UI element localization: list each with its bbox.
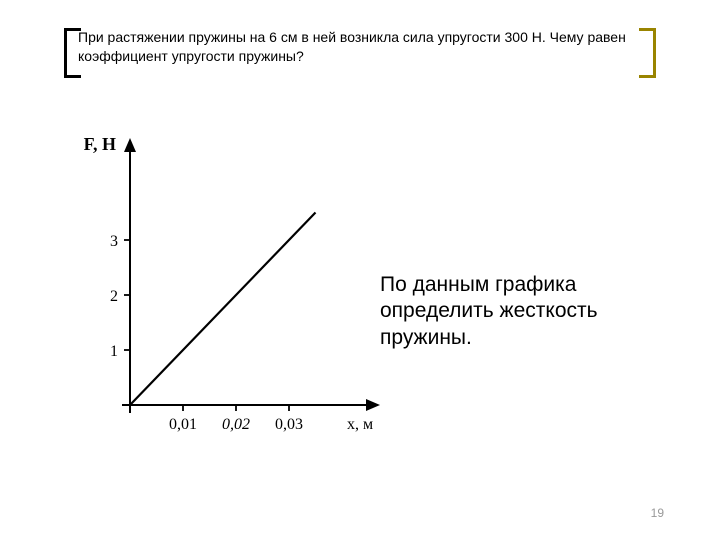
svg-text:3: 3	[110, 233, 118, 250]
page-number: 19	[651, 506, 664, 520]
svg-text:1: 1	[110, 343, 118, 360]
svg-text:0,03: 0,03	[275, 416, 303, 433]
task-text: По данным графика определить жесткость п…	[380, 272, 680, 351]
svg-text:x, м: x, м	[347, 416, 373, 433]
problem-text: При растяжении пружины на 6 см в ней воз…	[78, 28, 638, 66]
svg-text:0,01: 0,01	[169, 416, 197, 433]
bracket-right	[639, 28, 656, 78]
chart: 1 2 3 0,01 0,02 0,03 F, H x, м	[70, 130, 390, 460]
svg-text:F, H: F, H	[84, 134, 116, 154]
svg-text:2: 2	[110, 288, 118, 305]
svg-text:0,02: 0,02	[222, 416, 250, 433]
